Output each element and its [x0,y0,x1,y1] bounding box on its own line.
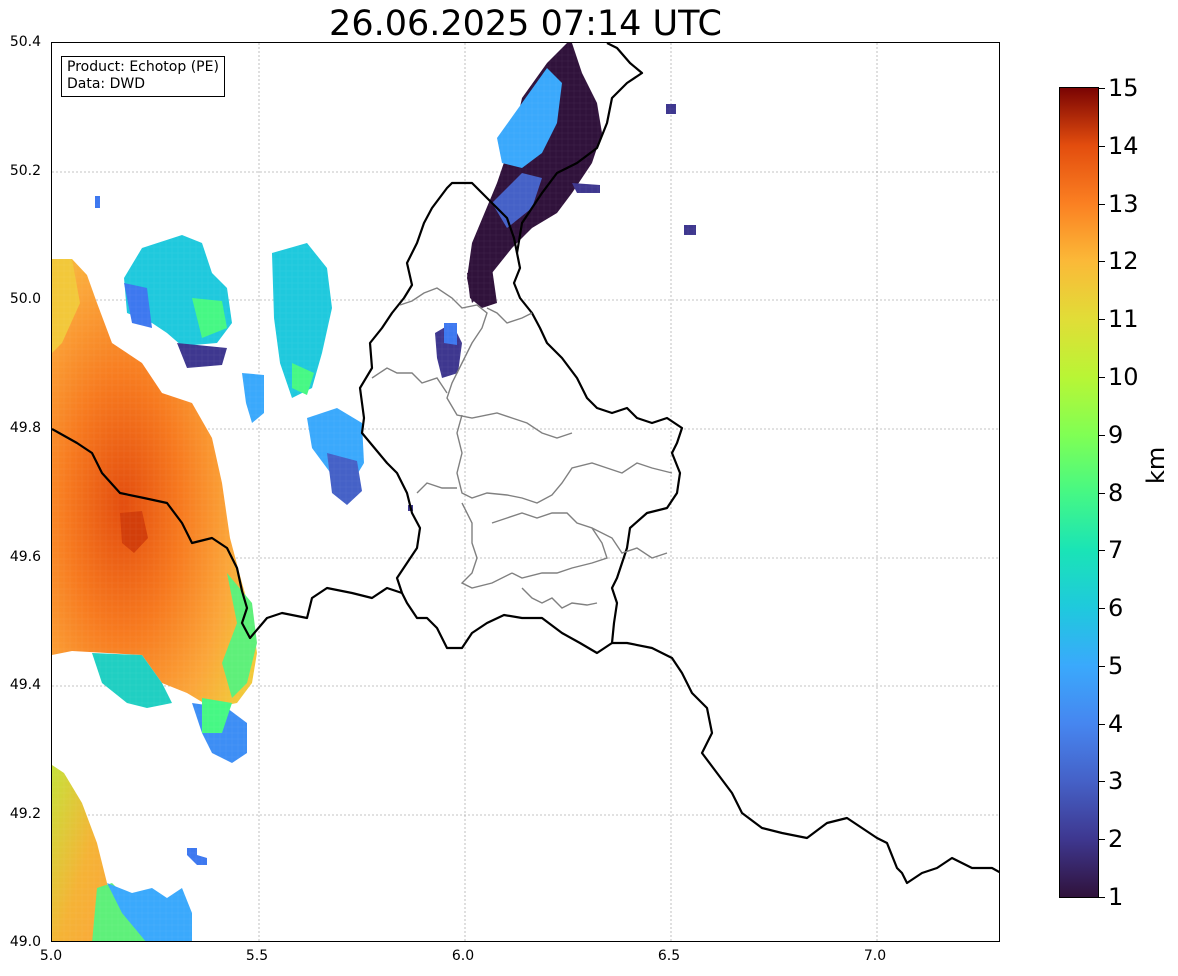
colorbar-tick-mark [1099,88,1105,89]
product-label: Product: Echotop (PE) [67,59,219,75]
colorbar-tick-mark [1099,897,1105,898]
map-title: 26.06.2025 07:14 UTC [329,4,722,44]
x-tick: 6.5 [657,948,681,964]
info-box: Product: Echotop (PE) Data: DWD [61,56,225,97]
colorbar-tick-label: 2 [1108,825,1124,854]
border-north [515,43,644,254]
colorbar-tick-label: 13 [1108,189,1139,218]
colorbar-tick-mark [1099,203,1105,205]
x-tick: 5.5 [245,948,269,964]
x-tick: 7.0 [863,948,887,964]
y-tick: 49.4 [9,677,41,693]
colorbar-tick-label: 6 [1108,594,1124,623]
country-borders [52,43,999,885]
colorbar-tick-mark [1099,261,1105,263]
radar-echoes [52,43,999,941]
y-tick: 50.4 [9,34,41,50]
colorbar-tick-mark [1099,839,1105,841]
colorbar-tick-label: 1 [1108,883,1124,911]
y-tick: 49.2 [9,806,41,822]
colorbar-tick-label: 5 [1108,651,1124,680]
y-tick: 49.8 [9,420,41,436]
colorbar-tick-mark [1099,550,1105,552]
y-tick: 50.2 [9,163,41,179]
colorbar [1059,87,1099,898]
colorbar-tick-mark [1099,145,1105,147]
y-tick: 49.6 [9,549,41,565]
x-tick: 5.0 [39,948,63,964]
colorbar-tick-mark [1099,723,1105,725]
colorbar-unit-label: km [1142,446,1170,484]
colorbar-tick-label: 11 [1108,305,1139,334]
colorbar-tick-label: 10 [1108,362,1139,391]
colorbar-tick-label: 3 [1108,767,1124,796]
colorbar-tick-label: 15 [1108,74,1139,102]
colorbar-tick-label: 14 [1108,131,1139,160]
colorbar-tick-label: 8 [1108,478,1124,507]
colorbar-tick-mark [1099,434,1105,436]
y-tick: 49.0 [9,934,41,950]
data-source-label: Data: DWD [67,76,145,92]
district-borders [371,287,673,609]
border-lux-west [358,181,684,655]
radar-map [52,43,999,941]
y-tick: 50.0 [9,291,41,307]
colorbar-tick-mark [1099,492,1105,494]
border-west [52,428,403,640]
colorbar-tick-mark [1099,319,1105,321]
colorbar-tick-mark [1099,608,1105,610]
colorbar-tick-label: 7 [1108,536,1124,565]
map-plot-area[interactable] [51,42,1000,942]
colorbar-tick-label: 9 [1108,420,1124,449]
colorbar-tick-mark [1099,781,1105,783]
colorbar-tick-mark [1099,376,1105,378]
colorbar-tick-label: 12 [1108,247,1139,276]
colorbar-tick-label: 4 [1108,709,1124,738]
colorbar-tick-mark [1099,665,1105,667]
border-east-long [612,641,999,885]
x-tick: 6.0 [451,948,475,964]
